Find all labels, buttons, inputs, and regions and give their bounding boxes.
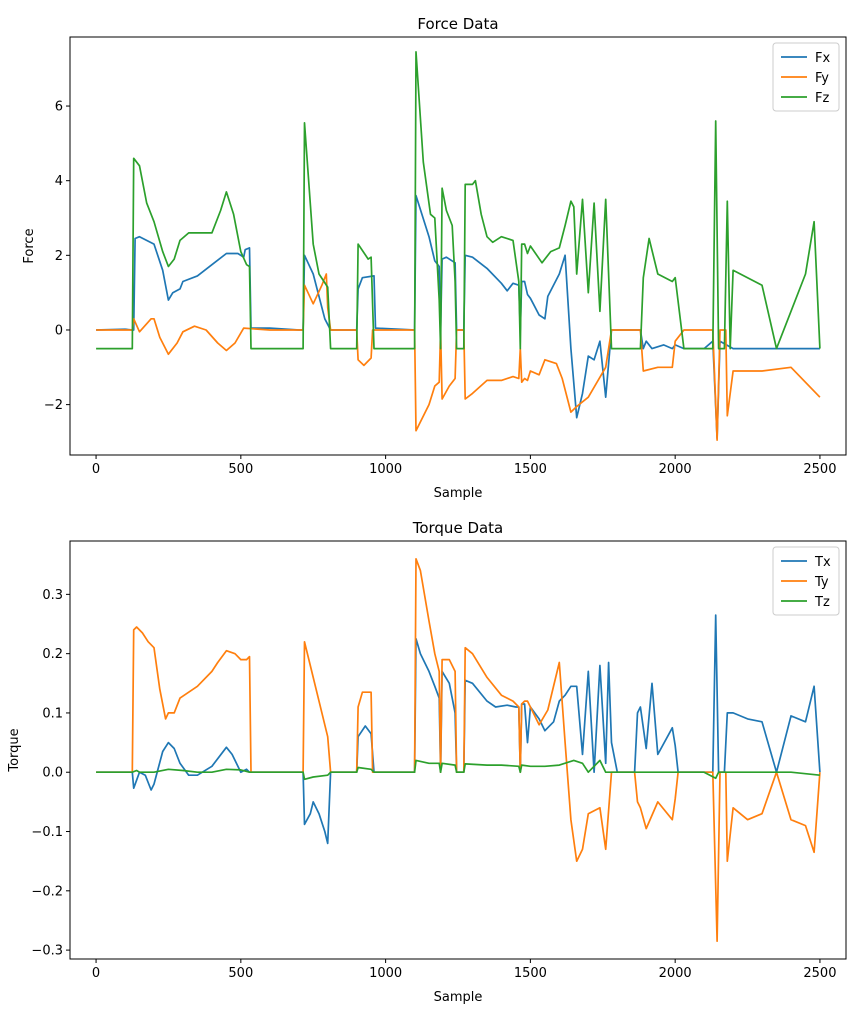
force-series-line-fy bbox=[96, 273, 821, 441]
torque-y-axis-label: Torque bbox=[7, 728, 22, 772]
torque-y-tick-label: 0.0 bbox=[42, 766, 63, 781]
force-legend: Fx Fy Fz bbox=[772, 42, 840, 112]
torque-x-axis-label: Sample bbox=[434, 990, 483, 1005]
force-x-tick-label: 500 bbox=[228, 462, 253, 477]
torque-y-ticks: −0.3 −0.2 −0.1 0.0 0.1 0.2 0.3 bbox=[31, 588, 70, 959]
force-legend-label-fz: Fz bbox=[815, 91, 829, 106]
torque-x-tick-label: 1500 bbox=[514, 966, 547, 981]
force-x-tick-label: 2000 bbox=[659, 462, 692, 477]
force-series-line-fz bbox=[96, 51, 821, 350]
torque-y-tick-label: −0.2 bbox=[31, 884, 63, 899]
force-x-tick-label: 2500 bbox=[803, 462, 836, 477]
torque-legend: Tx Ty Tz bbox=[772, 546, 840, 616]
torque-y-tick-label: 0.2 bbox=[42, 647, 63, 662]
torque-y-tick-label: −0.1 bbox=[31, 825, 63, 840]
torque-series-line-tz bbox=[96, 759, 820, 781]
torque-chart: Torque Data 0 500 1000 1500 2000 2500 −0.3−0.… bbox=[7, 519, 847, 1005]
force-legend-label-fy: Fy bbox=[815, 71, 829, 86]
force-chart-title: Force Data bbox=[417, 15, 498, 33]
torque-x-tick-label: 0 bbox=[92, 966, 100, 981]
torque-legend-label-tx: Tx bbox=[814, 555, 831, 570]
torque-x-tick-label: 2500 bbox=[803, 966, 836, 981]
force-plot-frame bbox=[69, 36, 847, 456]
torque-y-tick-label: 0.3 bbox=[42, 588, 63, 603]
torque-legend-label-ty: Ty bbox=[814, 575, 829, 590]
force-y-tick-label: 4 bbox=[55, 174, 63, 189]
force-x-axis-label: Sample bbox=[434, 486, 483, 501]
force-y-ticks: −2 0 2 4 6 bbox=[44, 100, 70, 413]
torque-series-line-tx bbox=[96, 614, 821, 845]
torque-y-tick-label: 0.1 bbox=[42, 706, 63, 721]
force-x-tick-label: 1000 bbox=[369, 462, 402, 477]
force-y-tick-label: 6 bbox=[55, 100, 63, 115]
torque-x-tick-label: 2000 bbox=[659, 966, 692, 981]
force-y-tick-label: 2 bbox=[55, 249, 63, 264]
force-y-tick-label: 0 bbox=[55, 323, 63, 338]
torque-y-tick-label: −0.3 bbox=[31, 944, 63, 959]
force-y-tick-label: −2 bbox=[44, 398, 63, 413]
torque-plot-frame bbox=[69, 540, 847, 960]
torque-legend-label-tz: Tz bbox=[814, 595, 830, 610]
force-series-lines bbox=[96, 51, 821, 441]
force-chart: Force Data 0 500 1000 1500 2000 2500 −2 0 2 4 6 S… bbox=[22, 15, 847, 501]
force-legend-label-fx: Fx bbox=[815, 51, 830, 66]
force-x-tick-label: 1500 bbox=[514, 462, 547, 477]
force-y-axis-label: Force bbox=[22, 228, 37, 263]
force-x-tick-label: 0 bbox=[92, 462, 100, 477]
torque-series-lines bbox=[96, 557, 821, 943]
torque-x-ticks: 0 500 1000 1500 2000 2500 bbox=[92, 959, 836, 981]
force-x-ticks: 0 500 1000 1500 2000 2500 bbox=[92, 455, 836, 477]
torque-chart-title: Torque Data bbox=[412, 519, 504, 537]
torque-x-tick-label: 1000 bbox=[369, 966, 402, 981]
torque-x-tick-label: 500 bbox=[228, 966, 253, 981]
